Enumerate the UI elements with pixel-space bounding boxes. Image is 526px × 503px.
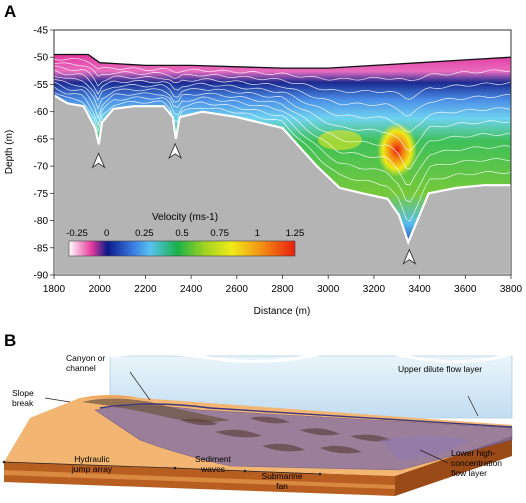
contour-line: [54, 57, 511, 81]
contour-line: [54, 86, 511, 203]
colorbar-ramp: [68, 240, 296, 257]
contour-line: [54, 75, 511, 152]
contour-line: [54, 92, 511, 222]
contour-line: [54, 62, 511, 100]
y-tick-label: -65: [34, 134, 49, 145]
submarine-fan-lobe: [380, 436, 470, 460]
colorbar: Velocity (ms-1) -0.25 0 0.25 0.5 0.75 1 1.25: [66, 212, 305, 257]
y-tick-label: -70: [34, 162, 49, 173]
contour-lines: [54, 57, 511, 222]
colorbar-tick-label: 0.25: [135, 228, 154, 239]
y-tick-label: -50: [34, 53, 49, 64]
colorbar-tick-label: 1: [255, 228, 260, 239]
hydraulic-jump-label: Hydraulic jump array: [71, 454, 113, 474]
contour-line: [54, 79, 511, 170]
canyon-label: Canyon or channel: [66, 353, 105, 373]
sediment-wave-ridges: [180, 416, 392, 454]
x-tick-label: 2400: [180, 284, 203, 295]
x-axis-label: Distance (m): [254, 306, 311, 317]
x-tick-label: 3200: [363, 284, 386, 295]
layer-interface: [99, 403, 513, 428]
colorbar-tick-label: 0.5: [175, 228, 188, 239]
colorbar-tick-label: 0.75: [210, 228, 229, 239]
sampling-marker: [168, 142, 183, 160]
y-axis-label: Depth (m): [4, 130, 15, 174]
sediment-waves-label: Sediment waves: [195, 454, 232, 474]
flow-top-contour: [54, 53, 511, 69]
panel-b-label: B: [4, 331, 16, 350]
slope-break-label: Slope break: [12, 388, 34, 408]
x-tick-label: 3800: [500, 284, 523, 295]
callout-lines: [3, 371, 479, 475]
panel-a-label: A: [4, 2, 16, 21]
upper-layer-label: Upper dilute flow layer: [398, 364, 482, 374]
x-tick-label: 3600: [454, 284, 477, 295]
extent-markers: [2, 460, 322, 476]
submarine-fan-label: Submarine fan: [261, 471, 302, 491]
block-front-stratum: [4, 470, 395, 489]
y-tick-label: -85: [34, 243, 49, 254]
x-tick-label: 1800: [43, 284, 66, 295]
canyon-channel: [82, 398, 230, 423]
colorbar-tick-label: 0: [104, 228, 109, 239]
sampling-marker: [91, 152, 106, 169]
y-tick-label: -45: [34, 26, 49, 37]
contour-line: [54, 65, 511, 117]
y-tick-label: -55: [34, 80, 49, 91]
x-tick-label: 3000: [317, 284, 340, 295]
turbidity-current-block-diagram: Canyon or channel Slope break Upper dilute…: [2, 349, 513, 496]
seabed-area: [54, 94, 511, 275]
colorbar-tick-label: -0.25: [66, 228, 88, 239]
colorbar-title: Velocity (ms-1): [152, 212, 218, 223]
x-tick-label: 2600: [226, 284, 249, 295]
lower-layer-label: Lower high-concentration flow layer: [451, 448, 502, 478]
y-tick-label: -60: [34, 107, 49, 118]
x-tick-label: 3400: [408, 284, 431, 295]
x-tick-label: 2200: [134, 284, 157, 295]
x-tick-label: 2800: [271, 284, 294, 295]
sampling-marker: [402, 248, 417, 265]
y-tick-label: -80: [34, 216, 49, 227]
block-side-face: [395, 436, 512, 496]
x-tick-label: 2000: [89, 284, 112, 295]
velocity-section-chart: 1800 2000 2200 2400 2600 2800 3000 3200 3400 3600…: [4, 26, 523, 318]
velocity-core-hotspot: [377, 123, 417, 177]
y-tick-label: -90: [34, 271, 49, 282]
y-tick-label: -75: [34, 189, 49, 200]
contour-line: [54, 81, 511, 186]
colorbar-tick-label: 1.25: [286, 228, 305, 239]
contour-line: [54, 69, 511, 133]
velocity-core-hotspot-2: [318, 130, 362, 150]
water-surface: [109, 349, 513, 364]
